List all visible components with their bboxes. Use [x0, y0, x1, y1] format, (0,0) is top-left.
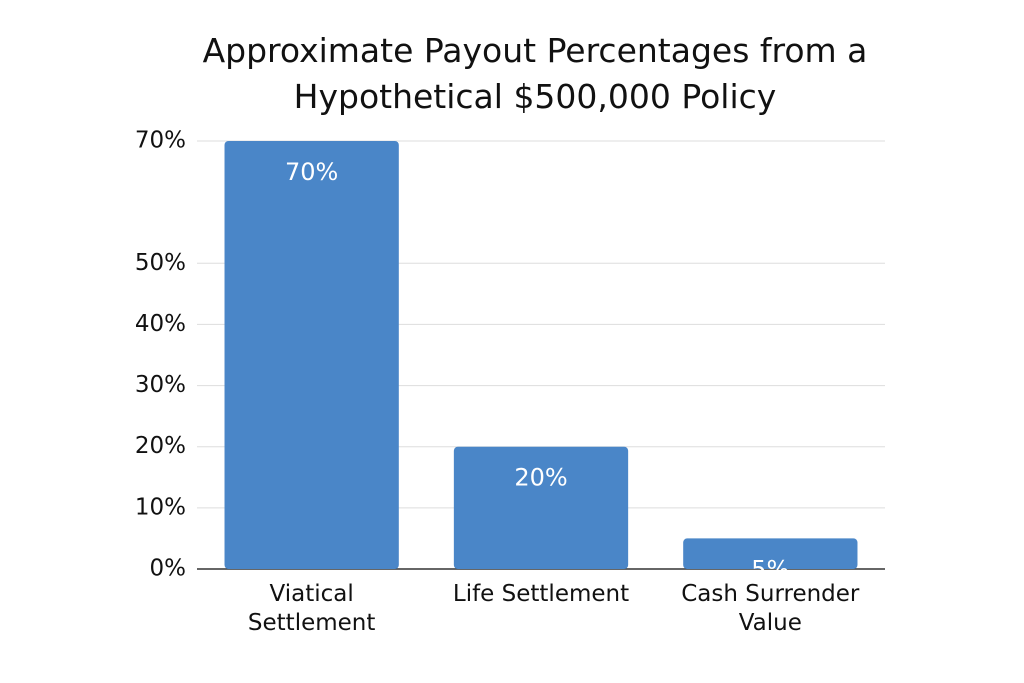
y-tick-label: 20%	[135, 433, 186, 459]
x-tick-label: Life Settlement	[452, 581, 630, 607]
y-tick-label: 30%	[135, 372, 186, 398]
value-label: 20%	[514, 464, 567, 492]
chart-title: Approximate Payout Percentages from a Hy…	[202, 31, 868, 116]
value-label: 70%	[285, 158, 338, 186]
bar	[224, 141, 399, 569]
y-tick-label: 0%	[150, 556, 187, 582]
y-tick-label: 70%	[135, 128, 186, 154]
y-tick-label: 50%	[135, 250, 186, 276]
bar	[453, 446, 629, 569]
bar	[683, 538, 858, 569]
y-tick-label: 10%	[135, 494, 186, 520]
x-tick-label: Viatical Settlement	[247, 581, 376, 636]
x-tick-label: Cash Surrender Value	[681, 581, 860, 636]
y-tick-label: 40%	[135, 311, 186, 337]
value-label: 5%	[751, 555, 789, 583]
